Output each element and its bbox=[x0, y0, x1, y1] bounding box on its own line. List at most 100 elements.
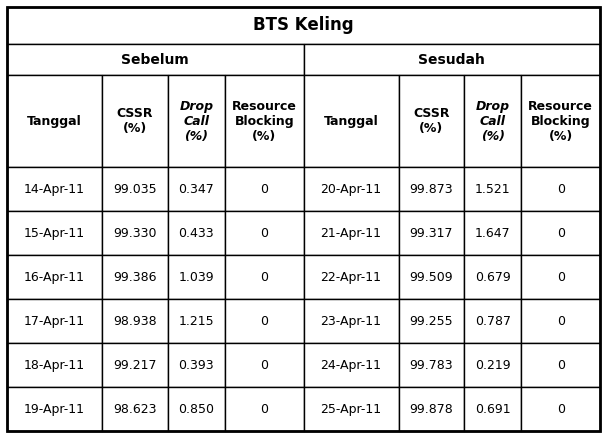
Bar bbox=[225, 167, 304, 211]
Bar bbox=[304, 211, 399, 255]
Text: 0: 0 bbox=[557, 314, 565, 328]
Text: 18-Apr-11: 18-Apr-11 bbox=[24, 359, 85, 371]
Text: 22-Apr-11: 22-Apr-11 bbox=[320, 271, 382, 283]
Bar bbox=[521, 75, 600, 167]
Bar bbox=[464, 75, 521, 167]
Text: 99.386: 99.386 bbox=[114, 271, 157, 283]
Text: 0: 0 bbox=[557, 226, 565, 240]
Text: 0: 0 bbox=[260, 314, 268, 328]
Bar bbox=[102, 255, 168, 299]
Text: 99.878: 99.878 bbox=[410, 403, 453, 416]
Text: 0: 0 bbox=[260, 271, 268, 283]
Text: 20-Apr-11: 20-Apr-11 bbox=[320, 183, 382, 195]
Text: 98.938: 98.938 bbox=[113, 314, 157, 328]
Bar bbox=[7, 343, 102, 387]
Text: 0: 0 bbox=[557, 359, 565, 371]
Text: 0: 0 bbox=[260, 403, 268, 416]
Text: 0: 0 bbox=[557, 271, 565, 283]
Bar bbox=[464, 211, 521, 255]
Bar bbox=[225, 387, 304, 431]
Text: 99.509: 99.509 bbox=[410, 271, 453, 283]
Text: 19-Apr-11: 19-Apr-11 bbox=[24, 403, 85, 416]
Bar bbox=[102, 387, 168, 431]
Text: 99.217: 99.217 bbox=[114, 359, 157, 371]
Text: 0.787: 0.787 bbox=[475, 314, 511, 328]
Text: 99.317: 99.317 bbox=[410, 226, 453, 240]
Bar bbox=[225, 211, 304, 255]
Text: 0.393: 0.393 bbox=[178, 359, 214, 371]
Text: 15-Apr-11: 15-Apr-11 bbox=[24, 226, 85, 240]
Text: 0.347: 0.347 bbox=[178, 183, 214, 195]
Bar bbox=[304, 44, 600, 75]
Bar bbox=[7, 167, 102, 211]
Bar bbox=[399, 299, 464, 343]
Bar bbox=[7, 211, 102, 255]
Text: 0: 0 bbox=[260, 183, 268, 195]
Text: 99.035: 99.035 bbox=[113, 183, 157, 195]
Text: Resource
Blocking
(%): Resource Blocking (%) bbox=[528, 100, 593, 143]
Bar bbox=[304, 75, 399, 167]
Bar bbox=[304, 387, 399, 431]
Bar bbox=[464, 387, 521, 431]
Bar bbox=[168, 167, 225, 211]
Bar bbox=[521, 299, 600, 343]
Text: CSSR
(%): CSSR (%) bbox=[413, 107, 450, 135]
Bar bbox=[399, 255, 464, 299]
Bar bbox=[399, 167, 464, 211]
Bar bbox=[399, 75, 464, 167]
Text: 0.850: 0.850 bbox=[178, 403, 214, 416]
Bar bbox=[7, 44, 304, 75]
Bar bbox=[102, 211, 168, 255]
Bar bbox=[7, 387, 102, 431]
Bar bbox=[464, 299, 521, 343]
Bar bbox=[168, 387, 225, 431]
Text: Sebelum: Sebelum bbox=[121, 53, 189, 67]
Bar bbox=[521, 387, 600, 431]
Bar bbox=[102, 75, 168, 167]
Bar bbox=[521, 343, 600, 387]
Text: 1.039: 1.039 bbox=[178, 271, 214, 283]
Text: 14-Apr-11: 14-Apr-11 bbox=[24, 183, 85, 195]
Text: BTS Keling: BTS Keling bbox=[253, 16, 354, 34]
Text: 99.783: 99.783 bbox=[410, 359, 453, 371]
Text: 0: 0 bbox=[557, 403, 565, 416]
Text: 0.691: 0.691 bbox=[475, 403, 510, 416]
Text: Drop
Call
(%): Drop Call (%) bbox=[476, 100, 510, 143]
Text: 0: 0 bbox=[260, 359, 268, 371]
Text: Tanggal: Tanggal bbox=[27, 115, 82, 128]
Bar bbox=[168, 299, 225, 343]
Bar bbox=[521, 255, 600, 299]
Bar bbox=[399, 343, 464, 387]
Bar bbox=[464, 255, 521, 299]
Bar bbox=[7, 7, 600, 44]
Text: 0.219: 0.219 bbox=[475, 359, 510, 371]
Text: 98.623: 98.623 bbox=[114, 403, 157, 416]
Bar bbox=[304, 343, 399, 387]
Bar bbox=[464, 167, 521, 211]
Text: 99.255: 99.255 bbox=[410, 314, 453, 328]
Text: 25-Apr-11: 25-Apr-11 bbox=[320, 403, 382, 416]
Text: Sesudah: Sesudah bbox=[418, 53, 485, 67]
Text: 0.433: 0.433 bbox=[178, 226, 214, 240]
Bar bbox=[102, 299, 168, 343]
Text: 17-Apr-11: 17-Apr-11 bbox=[24, 314, 85, 328]
Text: 0: 0 bbox=[260, 226, 268, 240]
Bar bbox=[225, 75, 304, 167]
Bar bbox=[102, 343, 168, 387]
Text: 0: 0 bbox=[557, 183, 565, 195]
Bar bbox=[521, 167, 600, 211]
Bar bbox=[399, 211, 464, 255]
Text: 99.330: 99.330 bbox=[114, 226, 157, 240]
Text: Tanggal: Tanggal bbox=[324, 115, 378, 128]
Bar bbox=[168, 211, 225, 255]
Bar bbox=[399, 387, 464, 431]
Bar bbox=[168, 255, 225, 299]
Bar bbox=[168, 75, 225, 167]
Bar bbox=[304, 167, 399, 211]
Text: 1.521: 1.521 bbox=[475, 183, 510, 195]
Bar bbox=[225, 343, 304, 387]
Bar bbox=[304, 299, 399, 343]
Text: 1.647: 1.647 bbox=[475, 226, 510, 240]
Bar bbox=[7, 299, 102, 343]
Text: 16-Apr-11: 16-Apr-11 bbox=[24, 271, 85, 283]
